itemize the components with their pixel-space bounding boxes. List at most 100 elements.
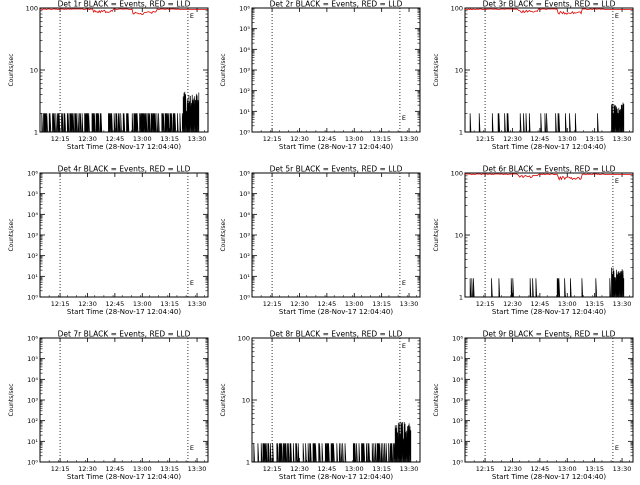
y-tick-label: 10²	[239, 252, 250, 260]
plot-frame	[39, 172, 209, 298]
event-mark-E: E	[615, 177, 619, 185]
y-tick-label: 10⁶	[239, 170, 250, 178]
x-axis-label: Start Time (28-Nov-17 12:04:40)	[492, 473, 606, 480]
detector-panel-9: Det 9r BLACK = Events, RED = LLD 10⁰ 10¹ 10…	[433, 330, 634, 481]
event-mark-E: E	[190, 12, 194, 20]
x-tick-label: 13:00	[345, 465, 364, 473]
y-tick-label: 10⁶	[27, 170, 38, 178]
x-tick-label: 12:15	[476, 300, 495, 308]
panel-title: Det 7r BLACK = Events, RED = LLD	[58, 330, 191, 339]
x-tick-label: 13:15	[160, 300, 179, 308]
x-tick-label: 13:30	[613, 135, 632, 143]
x-axis-label: Start Time (28-Nov-17 12:04:40)	[279, 473, 393, 480]
y-tick-label: 10¹	[27, 438, 38, 446]
x-tick-label: 13:00	[558, 465, 577, 473]
y-tick-label: 10²	[27, 417, 38, 425]
event-mark-E: E	[402, 279, 406, 287]
y-tick-label: 10⁰	[452, 459, 463, 467]
x-tick-label: 12:30	[78, 465, 97, 473]
x-tick-label: 12:15	[51, 465, 70, 473]
y-axis-label: Counts/sec	[433, 383, 440, 416]
y-tick-label: 10¹	[27, 273, 38, 281]
y-tick-label: 10⁵	[27, 355, 38, 363]
y-tick-label: 10	[30, 67, 38, 75]
plot-frame	[251, 7, 421, 133]
event-trace	[253, 421, 412, 463]
x-tick-label: 13:30	[188, 465, 207, 473]
x-tick-label: 12:15	[263, 465, 282, 473]
y-axis-label: Counts/sec	[8, 383, 15, 416]
event-trace	[466, 267, 625, 298]
y-tick-label: 10⁰	[239, 129, 250, 137]
x-tick-label: 12:30	[290, 135, 309, 143]
y-tick-label: 10²	[452, 417, 463, 425]
detector-panel-4: Det 4r BLACK = Events, RED = LLD 10⁰ 10¹ 10…	[8, 165, 209, 316]
y-tick-label: 10	[242, 397, 250, 405]
x-tick-label: 13:15	[160, 135, 179, 143]
y-tick-label: 100	[238, 335, 250, 343]
y-tick-label: 10¹	[239, 108, 250, 116]
y-tick-label: 100	[451, 170, 463, 178]
panel-title: Det 2r BLACK = Events, RED = LLD	[270, 0, 403, 9]
y-axis-label: Counts/sec	[8, 218, 15, 251]
y-axis-label: Counts/sec	[220, 53, 227, 86]
y-tick-label: 10⁵	[239, 190, 250, 198]
x-tick-label: 12:15	[263, 300, 282, 308]
y-tick-label: 100	[26, 5, 38, 13]
event-mark-E: E	[402, 114, 406, 122]
y-tick-label: 10⁴	[452, 376, 463, 384]
panel-title: Det 4r BLACK = Events, RED = LLD	[58, 165, 191, 174]
y-axis-label: Counts/sec	[220, 218, 227, 251]
x-axis-label: Start Time (28-Nov-17 12:04:40)	[67, 143, 181, 151]
x-tick-label: 13:30	[400, 300, 419, 308]
event-trace	[41, 91, 200, 133]
x-tick-label: 12:30	[290, 300, 309, 308]
x-tick-label: 12:45	[106, 465, 125, 473]
x-tick-label: 12:15	[476, 135, 495, 143]
x-tick-label: 13:15	[372, 135, 391, 143]
x-tick-label: 13:00	[345, 135, 364, 143]
x-axis-label: Start Time (28-Nov-17 12:04:40)	[67, 308, 181, 316]
x-tick-label: 13:30	[188, 135, 207, 143]
y-tick-label: 1	[459, 129, 463, 137]
y-axis-label: Counts/sec	[433, 218, 440, 251]
detector-panel-8: Det 8r BLACK = Events, RED = LLD 1 10 100 Co…	[220, 330, 421, 481]
x-tick-label: 12:45	[531, 300, 550, 308]
x-axis-label: Start Time (28-Nov-17 12:04:40)	[279, 143, 393, 151]
detector-panel-5: Det 5r BLACK = Events, RED = LLD 10⁰ 10¹ 10…	[220, 165, 421, 316]
detector-panel-3: Det 3r BLACK = Events, RED = LLD 1 10 100 Co…	[433, 0, 634, 151]
x-tick-label: 12:45	[106, 135, 125, 143]
x-axis-label: Start Time (28-Nov-17 12:04:40)	[492, 143, 606, 151]
event-mark-E: E	[190, 279, 194, 287]
x-tick-label: 13:15	[585, 465, 604, 473]
x-tick-label: 12:15	[263, 135, 282, 143]
y-tick-label: 1	[246, 459, 250, 467]
panel-title: Det 1r BLACK = Events, RED = LLD	[58, 0, 191, 9]
lld-trace	[464, 173, 633, 181]
y-tick-label: 10⁰	[27, 459, 38, 467]
x-tick-label: 12:45	[318, 135, 337, 143]
x-tick-label: 13:00	[133, 135, 152, 143]
x-tick-label: 12:45	[531, 135, 550, 143]
detector-panel-1: Det 1r BLACK = Events, RED = LLD 1 10 100 Co…	[8, 0, 209, 151]
y-tick-label: 10⁵	[27, 190, 38, 198]
y-tick-label: 1	[459, 294, 463, 302]
y-tick-label: 10¹	[239, 273, 250, 281]
plot-frame	[39, 337, 209, 463]
x-tick-label: 12:15	[476, 465, 495, 473]
y-tick-label: 10⁶	[27, 335, 38, 343]
x-tick-label: 12:45	[318, 465, 337, 473]
x-axis-label: Start Time (28-Nov-17 12:04:40)	[492, 308, 606, 316]
y-tick-label: 100	[451, 5, 463, 13]
x-tick-label: 13:30	[613, 300, 632, 308]
x-tick-label: 12:30	[503, 300, 522, 308]
x-tick-label: 13:15	[585, 135, 604, 143]
panel-title: Det 5r BLACK = Events, RED = LLD	[270, 165, 403, 174]
event-mark-E: E	[615, 12, 619, 20]
x-tick-label: 13:15	[372, 300, 391, 308]
y-tick-label: 10⁰	[239, 294, 250, 302]
x-tick-label: 12:30	[78, 135, 97, 143]
y-tick-label: 10³	[239, 67, 250, 75]
y-tick-label: 10	[455, 232, 463, 240]
y-axis-label: Counts/sec	[8, 53, 15, 86]
